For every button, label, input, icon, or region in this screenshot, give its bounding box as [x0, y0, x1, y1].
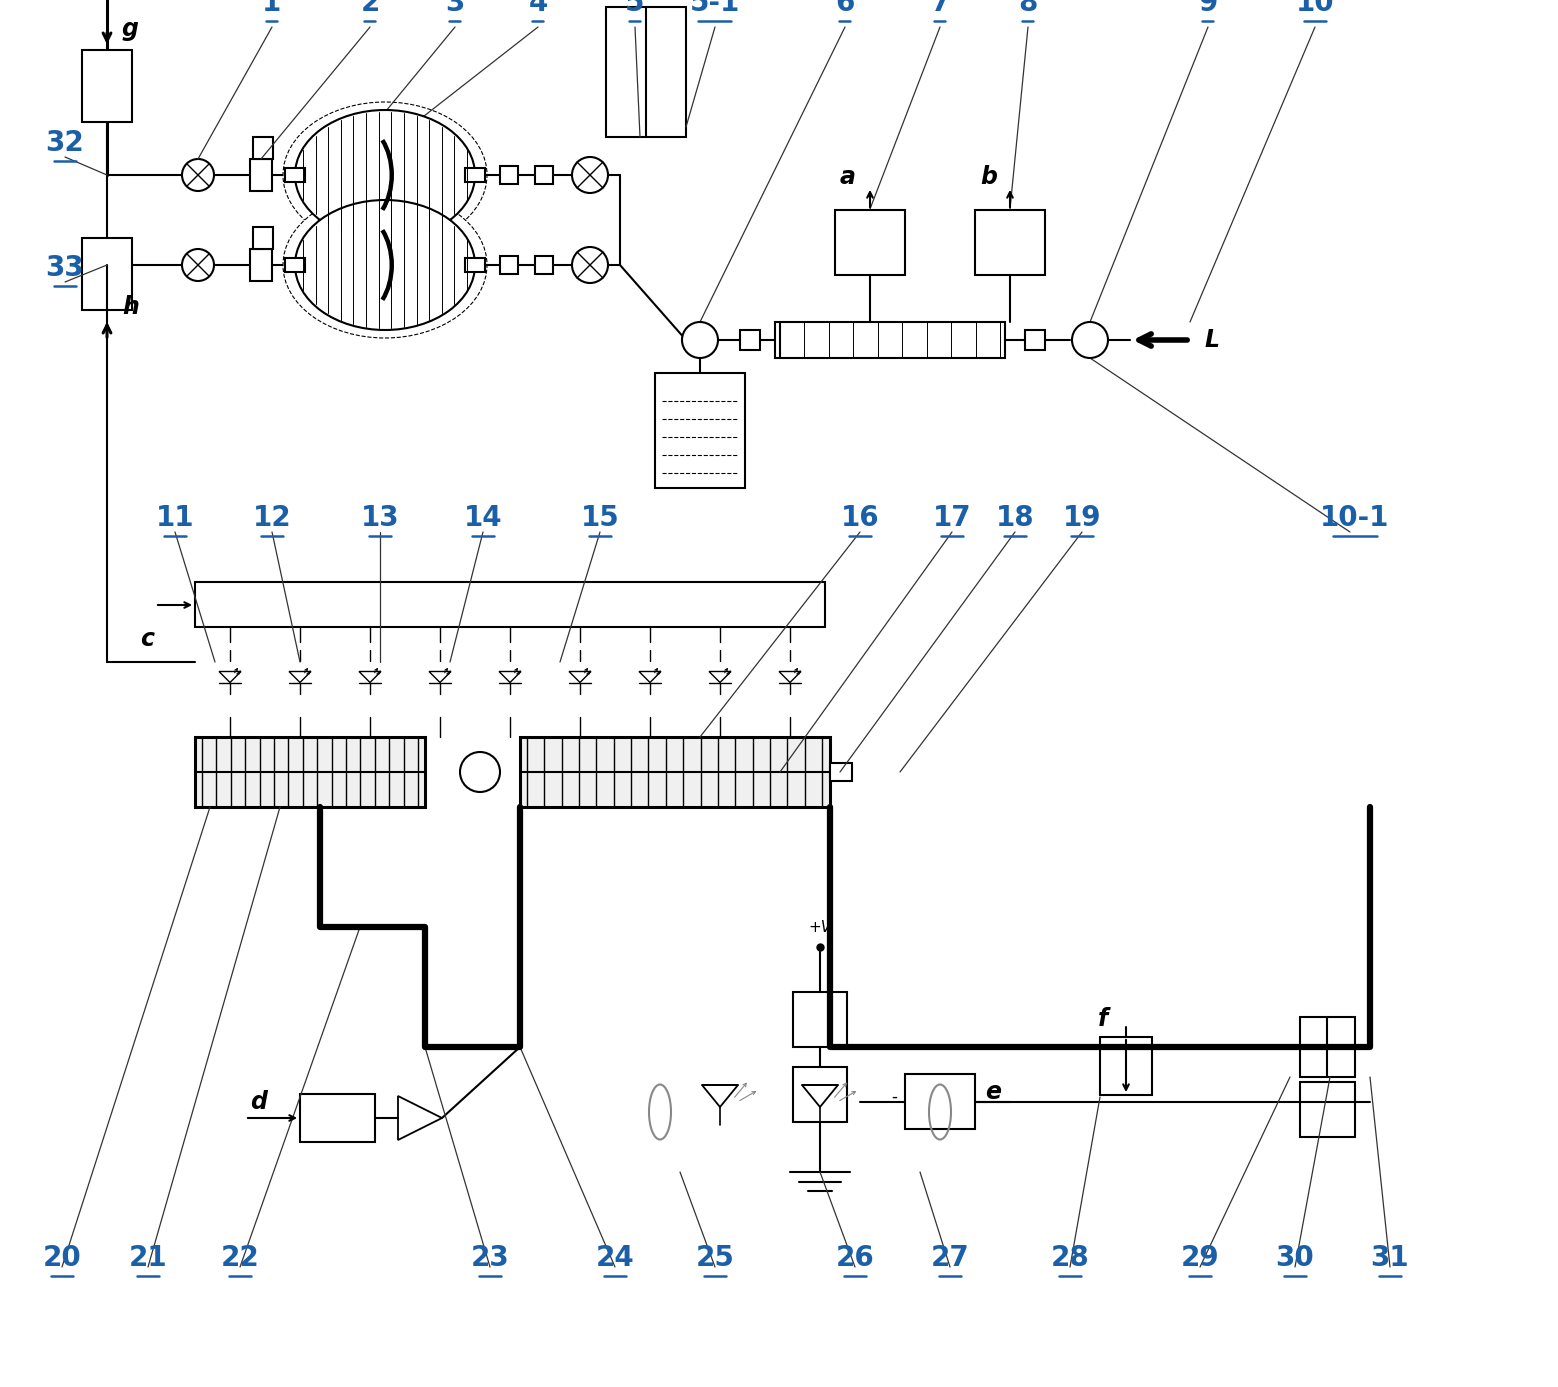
Text: 12: 12: [252, 503, 291, 533]
Text: 16: 16: [841, 503, 879, 533]
Bar: [83, 239, 132, 311]
Bar: [500, 257, 517, 275]
Text: +V: +V: [809, 920, 832, 935]
Bar: [793, 992, 848, 1047]
Text: 25: 25: [695, 1244, 734, 1272]
Ellipse shape: [294, 110, 475, 240]
Bar: [83, 50, 132, 122]
Bar: [520, 736, 830, 807]
Bar: [835, 209, 905, 275]
Bar: [534, 166, 553, 184]
Bar: [975, 209, 1045, 275]
Text: 22: 22: [221, 1244, 259, 1272]
Text: h: h: [122, 295, 139, 319]
Text: 6: 6: [835, 0, 855, 17]
Bar: [252, 137, 273, 160]
Bar: [464, 168, 485, 182]
Text: 32: 32: [45, 129, 84, 157]
Text: 21: 21: [129, 1244, 167, 1272]
Text: 9: 9: [1198, 0, 1218, 17]
Circle shape: [182, 250, 213, 282]
Text: 30: 30: [1276, 1244, 1315, 1272]
Text: 17: 17: [933, 503, 971, 533]
Text: 26: 26: [835, 1244, 874, 1272]
Ellipse shape: [284, 191, 488, 338]
Bar: [195, 736, 425, 807]
Circle shape: [572, 157, 608, 193]
Circle shape: [460, 752, 500, 792]
Text: d: d: [249, 1090, 266, 1114]
Circle shape: [572, 247, 608, 283]
Bar: [606, 7, 686, 137]
Text: 29: 29: [1181, 1244, 1220, 1272]
Ellipse shape: [294, 200, 475, 330]
Text: 1: 1: [262, 0, 282, 17]
Text: 2: 2: [360, 0, 380, 17]
Text: 14: 14: [464, 503, 502, 533]
Text: 18: 18: [996, 503, 1035, 533]
Text: 3: 3: [446, 0, 464, 17]
Text: 10: 10: [1296, 0, 1334, 17]
Bar: [1299, 1017, 1355, 1076]
Bar: [1025, 330, 1045, 350]
Bar: [654, 373, 745, 488]
Circle shape: [1072, 322, 1108, 358]
Text: 7: 7: [930, 0, 950, 17]
Bar: [830, 763, 852, 781]
Text: 5-1: 5-1: [690, 0, 740, 17]
Text: 28: 28: [1050, 1244, 1089, 1272]
Bar: [301, 1094, 375, 1142]
Text: b: b: [980, 165, 997, 189]
Text: 24: 24: [595, 1244, 634, 1272]
Text: 10-1: 10-1: [1320, 503, 1390, 533]
Text: 33: 33: [45, 254, 84, 282]
Bar: [793, 1067, 848, 1122]
Text: a: a: [840, 165, 855, 189]
Text: L: L: [1204, 327, 1220, 352]
Bar: [285, 168, 305, 182]
Text: 23: 23: [471, 1244, 509, 1272]
Text: 27: 27: [930, 1244, 969, 1272]
Bar: [285, 258, 305, 272]
Text: g: g: [122, 17, 139, 42]
Text: 20: 20: [42, 1244, 81, 1272]
Text: 31: 31: [1371, 1244, 1410, 1272]
Text: e: e: [985, 1080, 1000, 1104]
Text: 11: 11: [156, 503, 195, 533]
Bar: [905, 1074, 975, 1129]
Bar: [252, 227, 273, 250]
Bar: [1100, 1037, 1151, 1094]
Text: 15: 15: [581, 503, 620, 533]
Text: c: c: [140, 627, 154, 651]
Text: 13: 13: [361, 503, 399, 533]
Text: 4: 4: [528, 0, 548, 17]
Bar: [464, 258, 485, 272]
Ellipse shape: [284, 103, 488, 248]
Bar: [774, 322, 1005, 358]
Bar: [249, 160, 273, 191]
Bar: [1299, 1082, 1355, 1137]
Bar: [740, 330, 760, 350]
Text: -: -: [891, 1087, 897, 1105]
Bar: [195, 583, 826, 627]
Text: 5: 5: [625, 0, 645, 17]
Bar: [249, 250, 273, 282]
Circle shape: [182, 160, 213, 191]
Bar: [500, 166, 517, 184]
Bar: [534, 257, 553, 275]
Circle shape: [682, 322, 718, 358]
Text: f: f: [1098, 1007, 1108, 1031]
Text: 19: 19: [1063, 503, 1102, 533]
Text: 8: 8: [1019, 0, 1038, 17]
